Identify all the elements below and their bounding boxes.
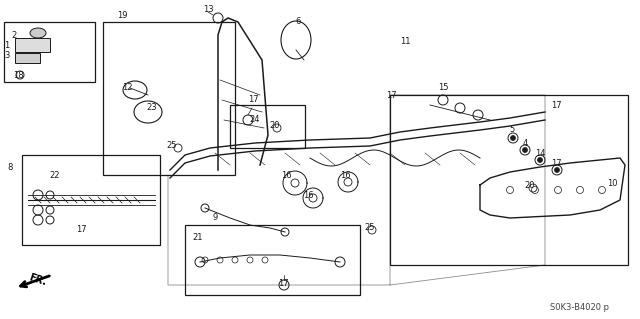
Text: 3: 3	[4, 50, 10, 60]
Bar	[390, 95, 628, 265]
Text: 18: 18	[13, 70, 23, 79]
Text: 8: 8	[7, 164, 13, 173]
Text: 15: 15	[438, 84, 448, 93]
Text: 16: 16	[303, 190, 314, 199]
Text: 20: 20	[525, 181, 535, 189]
Text: 24: 24	[250, 115, 260, 124]
Text: 17: 17	[386, 91, 396, 100]
Text: 17: 17	[550, 100, 561, 109]
Text: 23: 23	[147, 102, 157, 112]
Text: 22: 22	[50, 170, 60, 180]
Text: S0K3-B4020 p: S0K3-B4020 p	[550, 303, 609, 313]
Text: 17: 17	[278, 279, 288, 288]
Text: 25: 25	[365, 224, 375, 233]
Circle shape	[538, 158, 543, 162]
Bar	[230, 105, 305, 148]
Text: 1: 1	[4, 41, 10, 49]
Text: 9: 9	[212, 213, 218, 222]
Circle shape	[554, 167, 559, 173]
Bar	[103, 22, 235, 175]
Circle shape	[522, 147, 527, 152]
Text: 11: 11	[400, 38, 410, 47]
Text: 12: 12	[122, 84, 132, 93]
Bar	[185, 225, 360, 295]
Text: 14: 14	[535, 149, 545, 158]
Text: 10: 10	[607, 179, 617, 188]
Text: FR.: FR.	[28, 272, 48, 287]
Text: 17: 17	[550, 159, 561, 167]
Text: 20: 20	[269, 121, 280, 130]
Text: 19: 19	[116, 11, 127, 19]
Bar	[15, 38, 50, 52]
Bar	[4, 22, 95, 82]
Text: 16: 16	[340, 170, 350, 180]
Ellipse shape	[30, 28, 46, 38]
Text: 2: 2	[12, 31, 17, 40]
Text: 21: 21	[193, 234, 204, 242]
Text: 16: 16	[281, 170, 291, 180]
Bar	[15, 53, 40, 63]
Text: 17: 17	[248, 95, 259, 105]
Text: 4: 4	[522, 138, 527, 147]
Text: 5: 5	[509, 125, 515, 135]
Bar	[22, 155, 160, 245]
Text: 25: 25	[167, 140, 177, 150]
Text: 13: 13	[203, 5, 213, 14]
Circle shape	[511, 136, 515, 140]
Text: 17: 17	[76, 226, 86, 234]
Text: 6: 6	[295, 18, 301, 26]
